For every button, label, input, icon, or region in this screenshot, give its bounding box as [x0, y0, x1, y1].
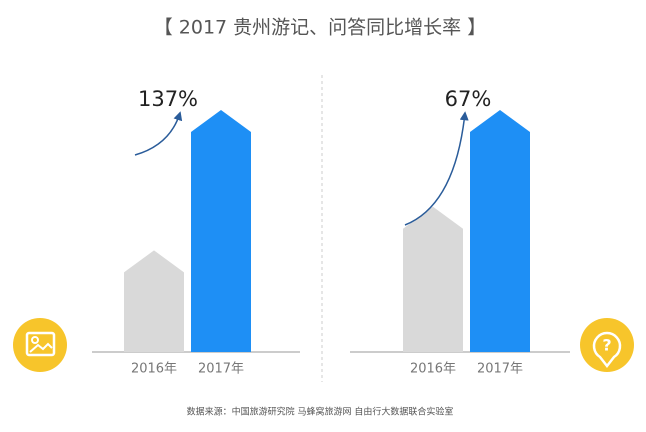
bar	[470, 110, 530, 352]
growth-arrow	[404, 111, 469, 226]
bar	[124, 250, 184, 352]
x-tick-label: 2017年	[198, 362, 244, 377]
svg-text:?: ?	[602, 336, 611, 355]
bar	[191, 110, 251, 352]
x-tick-label: 2016年	[410, 362, 456, 377]
growth-label: 137%	[138, 87, 198, 111]
source: 数据来源：中国旅游研究院 马蜂窝旅游网 自由行大数据联合实验室	[187, 406, 454, 418]
x-tick-label: 2017年	[477, 362, 523, 377]
qa-icon: ?	[580, 318, 634, 372]
bar	[403, 206, 463, 352]
growth-label: 67%	[445, 87, 492, 111]
notes-icon	[13, 318, 67, 372]
growth-arrow	[134, 111, 183, 156]
title: 【 2017 贵州游记、问答同比增长率 】	[154, 17, 486, 39]
x-tick-label: 2016年	[131, 362, 177, 377]
